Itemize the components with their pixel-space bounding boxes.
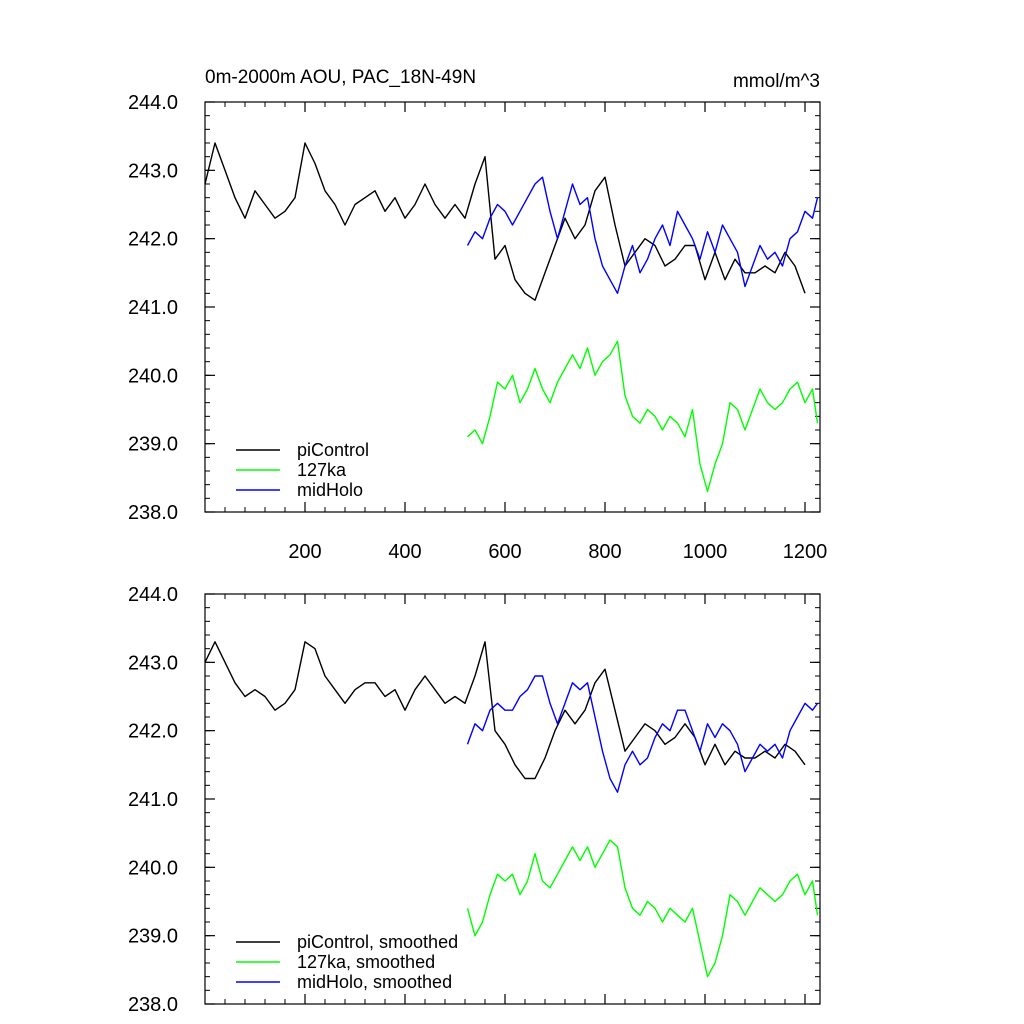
y-tick-label: 241.0	[128, 789, 178, 811]
x-tick-label: 800	[588, 541, 621, 563]
y-tick-label: 239.0	[128, 434, 178, 456]
y-tick-label: 243.0	[128, 160, 178, 182]
series-line-picontrol	[204, 641, 806, 780]
legend-label: midHolo, smoothed	[297, 972, 452, 992]
y-tick-label: 242.0	[128, 229, 178, 251]
y-tick-label: 238.0	[128, 502, 178, 524]
bottom-panel: 238.0 239.0 240.0 241.0 242.0 243.0 244.0 piCon…	[128, 584, 821, 1016]
y-tick-label: 239.0	[128, 926, 178, 948]
chart-title: 0m-2000m AOU, PAC_18N-49N	[205, 67, 476, 88]
y-tick-label: 242.0	[128, 721, 178, 743]
series-line-127ka	[467, 340, 819, 493]
x-tick-label: 1200	[783, 541, 828, 563]
legend-label: piControl, smoothed	[297, 932, 458, 952]
series-line-127ka	[466, 839, 819, 978]
y-tick-label: 243.0	[128, 652, 178, 674]
x-tick-label: 1000	[683, 541, 728, 563]
series-line-picontrol	[204, 142, 806, 301]
y-tick-label: 241.0	[128, 297, 178, 319]
x-tick-label: 400	[388, 541, 421, 563]
x-tick-label: 200	[288, 541, 321, 563]
legend-label: 127ka	[297, 460, 347, 480]
y-tick-label: 238.0	[128, 994, 178, 1016]
series-line-midholo	[466, 176, 819, 294]
y-tick-label: 244.0	[128, 92, 178, 114]
legend-label: 127ka, smoothed	[297, 952, 435, 972]
series-line-midholo	[466, 675, 819, 793]
units-label: mmol/m^3	[733, 71, 820, 92]
y-tick-label: 240.0	[128, 857, 178, 879]
y-tick-label: 240.0	[128, 365, 178, 387]
legend-label: midHolo	[297, 480, 363, 500]
y-tick-label: 244.0	[128, 584, 178, 606]
top-panel: 238.0 239.0 240.0 241.0 242.0 243.0 244.0 200 40…	[128, 92, 827, 563]
x-tick-label: 600	[488, 541, 521, 563]
legend-label: piControl	[297, 440, 369, 460]
